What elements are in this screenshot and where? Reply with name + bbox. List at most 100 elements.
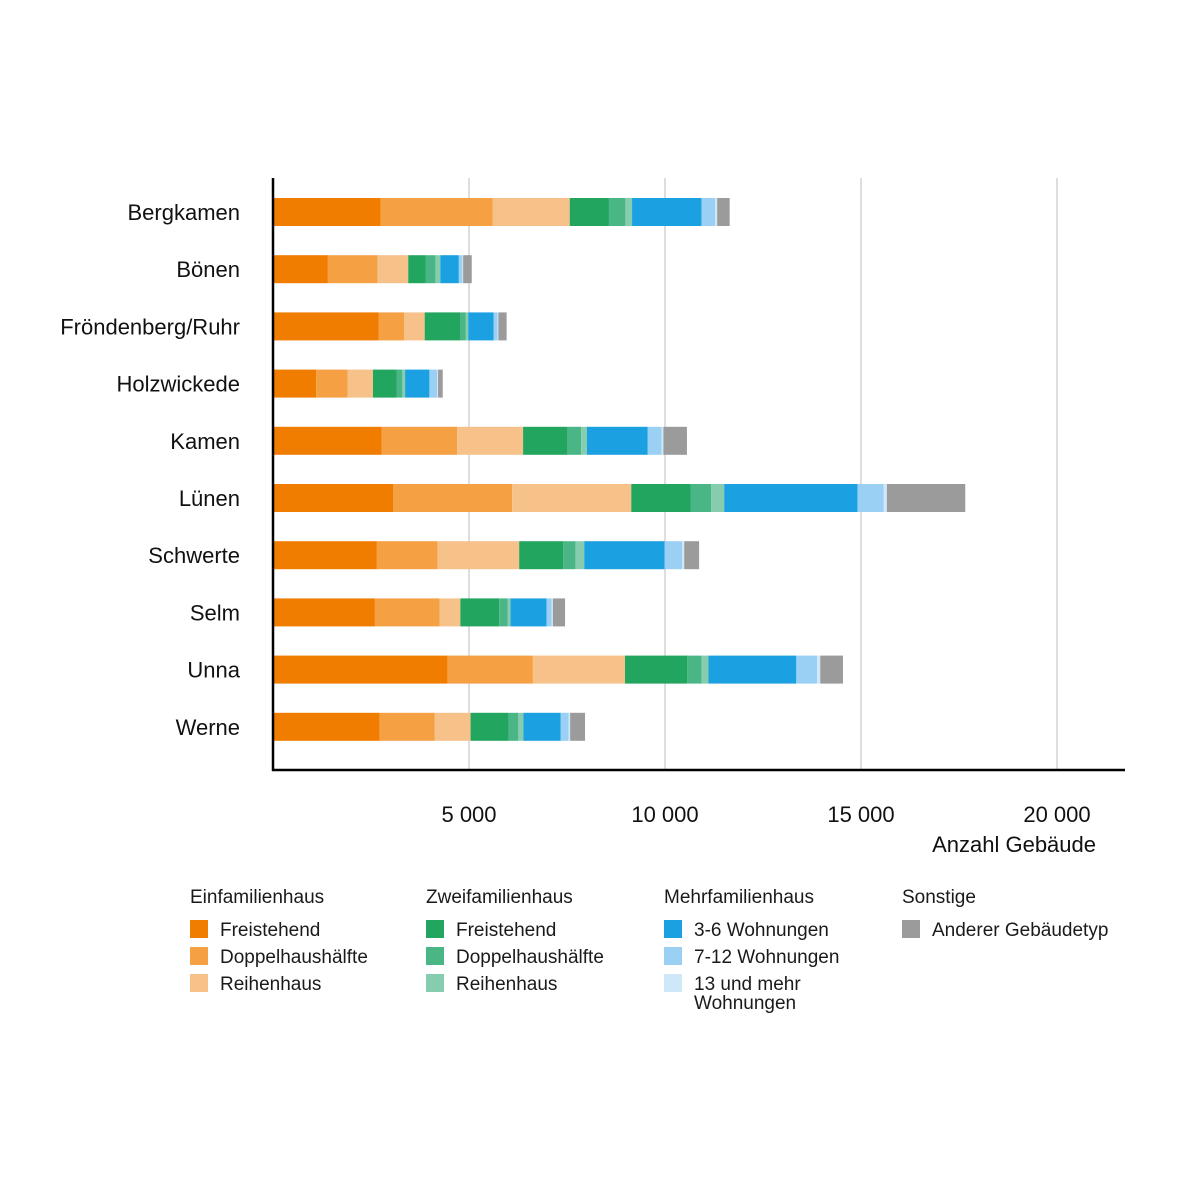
legend-item-label: 13 und mehr xyxy=(694,974,801,995)
bar-segment xyxy=(493,312,498,341)
bar-segment xyxy=(458,255,463,284)
legend-swatch xyxy=(190,920,208,938)
legend-swatch xyxy=(902,920,920,938)
bar-segment xyxy=(374,598,440,627)
bar-segment xyxy=(273,598,375,627)
bar-segment xyxy=(512,484,632,512)
x-axis-title: Anzahl Gebäude xyxy=(932,832,1096,857)
bar-segment xyxy=(661,426,664,455)
legend-group-title: Mehrfamilienhaus xyxy=(664,887,814,908)
bar-segment xyxy=(569,198,609,226)
bar-segment xyxy=(377,255,409,284)
bar-segment xyxy=(519,541,564,570)
bar-segment xyxy=(586,426,648,455)
bar-segment xyxy=(508,712,519,741)
legend-item-label: 7-12 Wohnungen xyxy=(694,947,839,968)
bar-segment xyxy=(439,598,461,627)
bar-segment xyxy=(437,541,520,570)
bar-segment xyxy=(447,655,533,684)
bar-segment xyxy=(570,712,586,741)
bar-segment xyxy=(492,198,570,226)
bar-segment xyxy=(701,198,716,226)
bar-segment xyxy=(327,255,378,284)
category-label: Unna xyxy=(187,658,240,683)
bar-segment xyxy=(717,198,730,226)
bar-segment xyxy=(498,312,507,341)
category-label: Lünen xyxy=(179,486,240,511)
legend-swatch xyxy=(664,920,682,938)
bars xyxy=(273,198,966,741)
bar-segment xyxy=(460,598,500,627)
bar-segment xyxy=(396,369,403,398)
bar-segment xyxy=(575,541,585,570)
bar-segment xyxy=(437,369,439,398)
axis-labels: 5 000 10 000 15 000 20 000 Bergkamen Bönen Frö… xyxy=(60,200,1096,857)
bar-segment xyxy=(405,369,430,398)
legend-swatch xyxy=(426,974,444,992)
x-tick-label: 5 000 xyxy=(441,802,496,827)
category-label: Fröndenberg/Ruhr xyxy=(60,314,240,339)
legend-group-title: Einfamilienhaus xyxy=(190,887,324,908)
bar-segment xyxy=(273,198,381,226)
bar-segment xyxy=(507,598,511,627)
bar-segment xyxy=(316,369,348,398)
bar-segment xyxy=(817,655,821,684)
bar-segment xyxy=(523,426,568,455)
legend-item-label: Reihenhaus xyxy=(456,974,557,995)
legend-item-label: Anderer Gebäudetyp xyxy=(932,920,1108,941)
bar-segment xyxy=(724,484,858,512)
bar-segment xyxy=(457,426,524,455)
bar-segment xyxy=(687,655,702,684)
bar-segment xyxy=(273,426,382,455)
legend-group-title: Sonstige xyxy=(902,887,976,908)
bar-segment xyxy=(560,712,569,741)
bar-segment xyxy=(379,712,435,741)
category-label: Holzwickede xyxy=(117,372,241,397)
bar-segment xyxy=(552,598,566,627)
legend: Einfamilienhaus Freistehend Doppelhaushälf… xyxy=(190,887,1108,1014)
bar-segment xyxy=(273,712,380,741)
bar-segment xyxy=(468,312,494,341)
category-label: Bönen xyxy=(176,257,240,282)
bar-segment xyxy=(499,598,508,627)
bar-segment xyxy=(273,369,317,398)
bar-segment xyxy=(532,655,626,684)
bar-segment xyxy=(273,255,328,284)
bar-segment xyxy=(424,312,460,341)
bar-segment xyxy=(273,484,394,512)
legend-swatch xyxy=(190,947,208,965)
legend-swatch xyxy=(426,947,444,965)
bar-segment xyxy=(518,712,524,741)
bar-segment xyxy=(701,655,709,684)
bar-segment xyxy=(682,541,685,570)
bar-segment xyxy=(625,198,633,226)
bar-segment xyxy=(470,712,509,741)
x-tick-label: 20 000 xyxy=(1023,802,1090,827)
bar-segment xyxy=(663,426,687,455)
bar-segment xyxy=(378,312,405,341)
legend-swatch xyxy=(190,974,208,992)
bar-segment xyxy=(435,255,441,284)
bar-segment xyxy=(883,484,887,512)
bar-segment xyxy=(462,255,464,284)
legend-group-title: Zweifamilienhaus xyxy=(426,887,573,908)
bar-segment xyxy=(380,198,493,226)
bar-segment xyxy=(372,369,397,398)
bar-segment xyxy=(715,198,718,226)
bar-segment xyxy=(708,655,797,684)
legend-item-label: Doppelhaushälfte xyxy=(220,947,368,968)
bar-segment xyxy=(608,198,626,226)
bar-segment xyxy=(347,369,373,398)
bar-segment xyxy=(581,426,587,455)
bar-segment xyxy=(376,541,438,570)
bar-segment xyxy=(404,312,425,341)
category-label: Selm xyxy=(190,600,240,625)
bar-segment xyxy=(551,598,553,627)
legend-item-label: Reihenhaus xyxy=(220,974,321,995)
bar-segment xyxy=(568,712,571,741)
category-label: Schwerte xyxy=(148,543,240,568)
bar-segment xyxy=(857,484,884,512)
legend-item-label: 3-6 Wohnungen xyxy=(694,920,829,941)
category-label: Werne xyxy=(176,715,240,740)
bar-segment xyxy=(381,426,458,455)
